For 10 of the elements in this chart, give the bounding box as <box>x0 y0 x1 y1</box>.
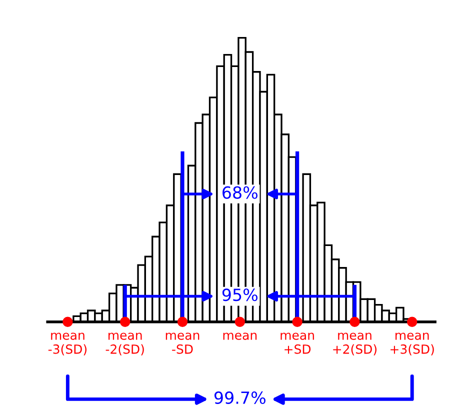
x-tick-label: mean <box>223 332 257 340</box>
annotation: 68% <box>222 186 258 199</box>
annotation: 95% <box>222 288 258 302</box>
x-tick-label: mean +SD <box>280 332 314 354</box>
x-tick-label: mean -SD <box>166 332 200 354</box>
x-tick-label: mean +2(SD) <box>333 332 376 356</box>
x-tick-label: mean -2(SD) <box>106 332 144 356</box>
x-tick-label: mean -3(SD) <box>48 332 87 356</box>
x-tick-label: mean +3(SD) <box>390 332 434 356</box>
text: 99.7% <box>214 391 266 404</box>
